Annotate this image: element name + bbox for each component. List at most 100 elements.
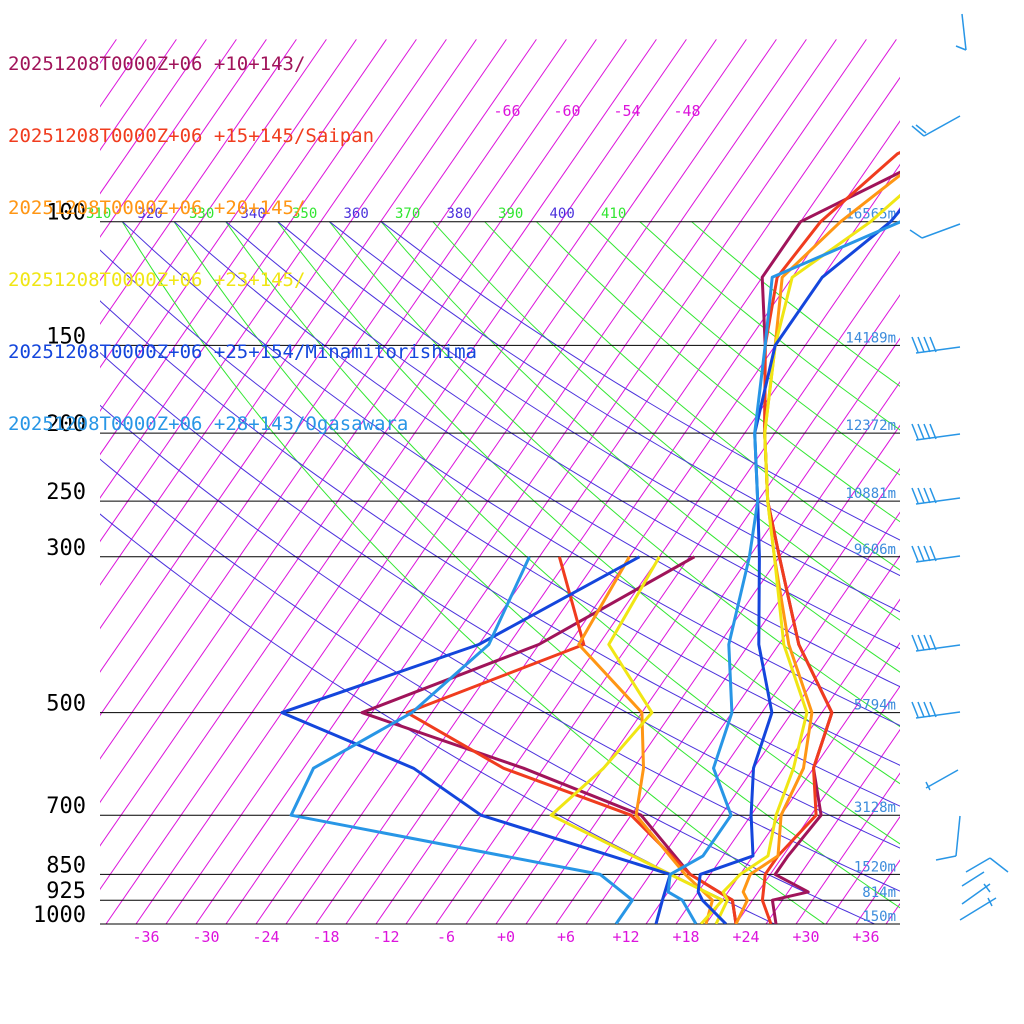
pressure-label: 500 xyxy=(46,692,86,717)
legend-entry: 20251208T0000Z+06 +10+143/ xyxy=(8,53,306,75)
wind-barb xyxy=(921,223,961,239)
isotherm-line xyxy=(795,772,900,924)
temperature-trace xyxy=(666,220,900,924)
height-label: 1520m xyxy=(854,859,896,875)
wind-barb xyxy=(915,124,927,134)
isotherm-line xyxy=(105,39,717,924)
moist-adiabat xyxy=(587,221,900,476)
height-label: 14189m xyxy=(845,330,896,346)
theta-label: 370 xyxy=(395,206,420,222)
isotherm-line xyxy=(100,39,207,195)
height-label: 150m xyxy=(862,909,896,925)
x-tick-label: +24 xyxy=(732,928,759,946)
isotherm-line xyxy=(825,815,900,924)
height-label: 9606m xyxy=(854,542,896,558)
wind-barb xyxy=(911,701,919,718)
theta-label: 310 xyxy=(86,206,111,222)
height-label: 814m xyxy=(862,885,896,901)
isotherm-line xyxy=(100,39,357,412)
x-tick-label: -18 xyxy=(312,928,339,946)
temperature-trace xyxy=(760,170,900,924)
isotherm-line xyxy=(100,39,567,717)
isotherm-line xyxy=(345,120,900,924)
isotherm-line xyxy=(885,902,900,924)
x-tick-label: -36 xyxy=(132,928,159,946)
wind-barb xyxy=(917,423,925,440)
wind-barb xyxy=(961,13,967,51)
wind-barb xyxy=(929,545,937,562)
wind-barb xyxy=(917,701,925,718)
dewpoint-trace xyxy=(549,556,724,924)
isotherm-line xyxy=(100,39,297,325)
wind-barb xyxy=(929,701,937,718)
upper-temp-label: -60 xyxy=(553,102,580,120)
wind-barb xyxy=(923,701,931,718)
wind-barb xyxy=(911,423,919,440)
wind-barb xyxy=(929,423,937,440)
wind-barb xyxy=(923,634,931,651)
wind-barb xyxy=(983,883,991,893)
wind-barb xyxy=(917,487,925,504)
dewpoint-trace xyxy=(289,556,634,924)
legend-entry: 20251208T0000Z+06 +15+145/Saipan xyxy=(8,125,375,147)
theta-label: 410 xyxy=(601,206,626,222)
x-tick-label: +12 xyxy=(612,928,639,946)
pressure-label: 850 xyxy=(46,853,86,878)
wind-barb xyxy=(925,781,931,791)
wind-barb xyxy=(911,336,919,353)
isotherm-line xyxy=(675,598,900,924)
isotherm-line xyxy=(100,39,627,804)
wind-barb xyxy=(911,125,925,137)
pressure-label: 300 xyxy=(46,536,86,561)
wind-barb xyxy=(925,769,959,789)
x-tick-label: -12 xyxy=(372,928,399,946)
wind-barb xyxy=(955,45,967,51)
isotherm-line xyxy=(165,39,777,924)
theta-label: 350 xyxy=(292,206,317,222)
x-tick-label: +18 xyxy=(672,928,699,946)
isotherm-line xyxy=(465,294,900,924)
legend-entry: 20251208T0000Z+06 +28+143/Ogasawara xyxy=(8,413,409,435)
wind-barb xyxy=(911,634,919,651)
x-tick-label: -30 xyxy=(192,928,219,946)
isotherm-line xyxy=(225,39,837,924)
isotherm-line xyxy=(100,39,657,847)
isotherm-line xyxy=(855,859,900,924)
isotherm-line xyxy=(435,250,900,924)
legend-entry: 20251208T0000Z+06 +20+145/ xyxy=(8,197,306,219)
pressure-label: 100 xyxy=(46,201,86,226)
isotherm-line xyxy=(100,39,507,630)
x-tick-label: +30 xyxy=(792,928,819,946)
theta-label: 400 xyxy=(550,206,575,222)
theta-label: 330 xyxy=(189,206,214,222)
wind-barb xyxy=(911,487,919,504)
wind-barb xyxy=(923,423,931,440)
x-tick-label: -24 xyxy=(252,928,279,946)
isotherm-line xyxy=(976,39,1024,924)
theta-label: 390 xyxy=(498,206,523,222)
upper-temp-label: -54 xyxy=(613,102,640,120)
wind-barb xyxy=(961,871,985,887)
isobar-lines xyxy=(100,221,900,925)
theta-label: 320 xyxy=(138,206,163,222)
isotherm-line xyxy=(100,39,237,238)
theta-label: 340 xyxy=(241,206,266,222)
isotherm-line xyxy=(255,39,867,924)
isotherm-line xyxy=(100,39,417,499)
legend: 20251208T0000Z+06 +10+143/ 20251208T0000… xyxy=(8,4,477,460)
wind-barb xyxy=(923,487,931,504)
isotherm-line xyxy=(100,39,537,673)
x-tick-label: +0 xyxy=(497,928,515,946)
temperature-trace xyxy=(734,173,900,924)
legend-entry: 20251208T0000Z+06 +25+154/Minamitorishim… xyxy=(8,341,477,363)
height-label: 10881m xyxy=(845,486,896,502)
temperature-trace xyxy=(714,193,900,924)
upper-temp-label: -48 xyxy=(673,102,700,120)
pressure-label: 700 xyxy=(46,794,86,819)
wind-barb xyxy=(935,855,957,861)
isotherm-line xyxy=(100,39,387,456)
wind-barb xyxy=(929,336,937,353)
isotherm-line xyxy=(100,39,477,586)
x-tick-label: +6 xyxy=(557,928,575,946)
